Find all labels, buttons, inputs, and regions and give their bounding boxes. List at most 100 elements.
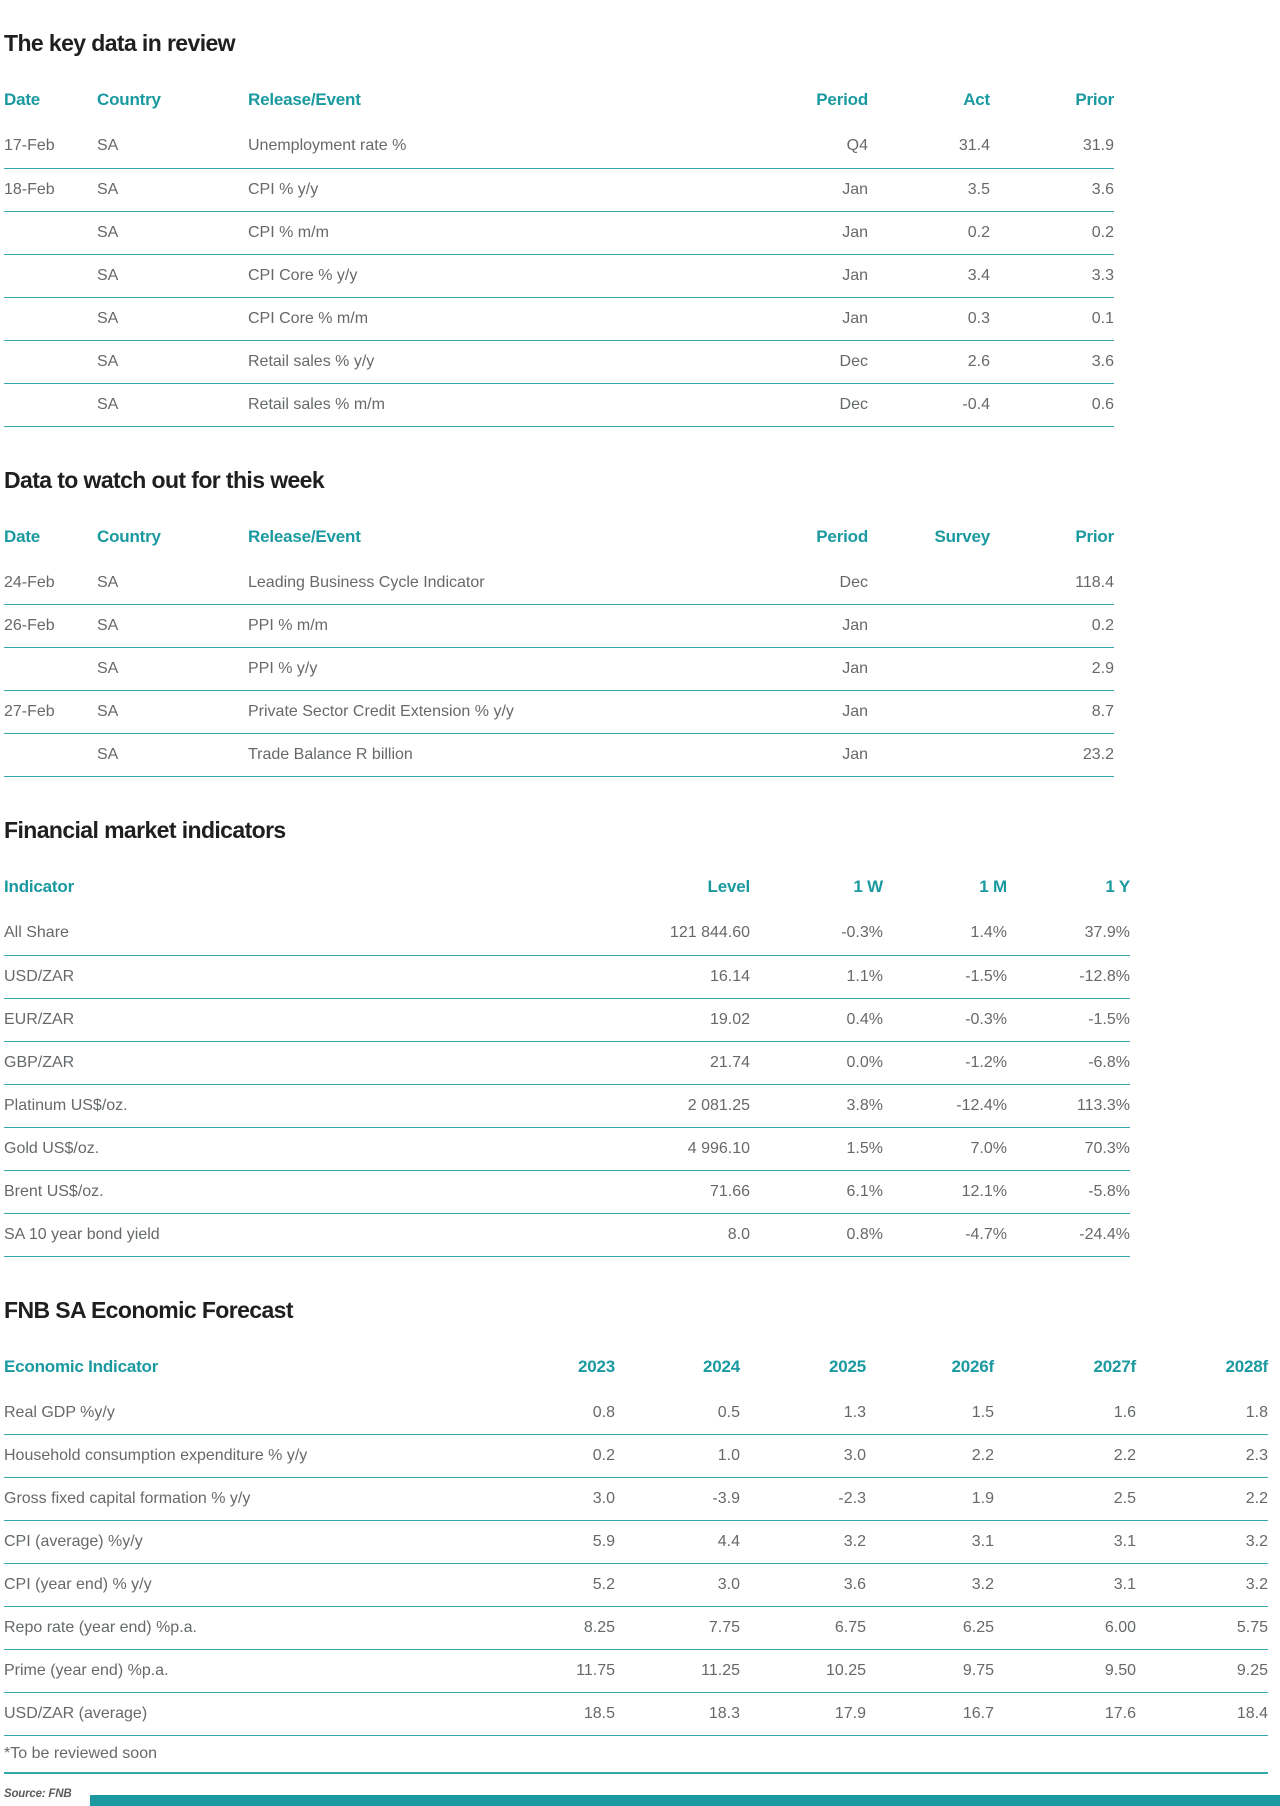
cell: Retail sales % y/y: [248, 340, 753, 384]
cell: 8.25: [484, 1606, 615, 1650]
cell: 2.9: [990, 647, 1114, 691]
table-row: CPI (average) %y/y 5.9 4.4 3.2 3.1 3.1 3.2: [4, 1520, 1268, 1564]
cell: SA: [97, 561, 248, 605]
table-row: Platinum US$/oz. 2 081.25 3.8% -12.4% 113.3%: [4, 1084, 1130, 1128]
cell: [868, 561, 990, 605]
table-body: 17-Feb SA Unemployment rate % Q4 31.4 31.9 18-…: [4, 125, 1114, 427]
cell: 0.2: [990, 211, 1114, 255]
cell: -0.3%: [750, 912, 883, 956]
cell: Private Sector Credit Extension % y/y: [248, 690, 753, 734]
table-row: All Share 121 844.60 -0.3% 1.4% 37.9%: [4, 912, 1130, 956]
cell: 5.2: [484, 1563, 615, 1607]
cell: PPI % m/m: [248, 604, 753, 648]
key-data-section-title: The key data in review: [4, 30, 236, 56]
section-key-data: The key data in review Date Country Releas…: [4, 30, 1280, 427]
table-head: Date Country Release/Event Period Act Prior: [4, 75, 1114, 125]
cell: 2.2: [866, 1434, 994, 1478]
cell: [868, 733, 990, 777]
column-header: Indicator: [4, 877, 74, 896]
footnote-row: *To be reviewed soon: [4, 1735, 1268, 1774]
cell: CPI Core % y/y: [248, 254, 753, 298]
cell: 121 844.60: [590, 912, 750, 956]
forecast-section-title: FNB SA Economic Forecast: [4, 1296, 294, 1323]
cell: 118.4: [990, 561, 1114, 605]
cell: 3.8%: [750, 1084, 883, 1128]
cell: Repo rate (year end) %p.a.: [4, 1606, 484, 1650]
cell: 2.2: [994, 1434, 1136, 1478]
cell: -24.4%: [1007, 1213, 1130, 1257]
cell: SA: [97, 211, 248, 255]
column-header: Period: [816, 90, 868, 109]
header-row: Date Country Release/Event Period Survey Prio…: [4, 512, 1114, 562]
table-row: EUR/ZAR 19.02 0.4% -0.3% -1.5%: [4, 998, 1130, 1042]
cell: SA: [97, 297, 248, 341]
market-indicators-section-title: Financial market indicators: [4, 817, 286, 843]
cell: 3.6: [990, 340, 1114, 384]
cell: 1.5: [866, 1391, 994, 1435]
cell: 0.2: [484, 1434, 615, 1478]
cell: 0.2: [868, 211, 990, 255]
column-header: 1 W: [853, 877, 883, 896]
cell: 6.1%: [750, 1170, 883, 1214]
cell: Jan: [753, 297, 868, 341]
cell: 0.2: [990, 604, 1114, 648]
cell: SA: [97, 604, 248, 648]
cell: Jan: [753, 168, 868, 212]
source-note: Source: FNB: [4, 1787, 72, 1800]
cell: SA: [97, 733, 248, 777]
table-row: 26-Feb SA PPI % m/m Jan 0.2: [4, 604, 1114, 648]
cell: Dec: [753, 383, 868, 427]
cell: 37.9%: [1007, 912, 1130, 956]
cell: Retail sales % m/m: [248, 383, 753, 427]
table-row: Household consumption expenditure % y/y 0…: [4, 1434, 1268, 1478]
column-header: Country: [97, 526, 161, 546]
cell: Leading Business Cycle Indicator: [248, 561, 753, 605]
cell: CPI (year end) % y/y: [4, 1563, 484, 1607]
cell: Household consumption expenditure % y/y: [4, 1434, 484, 1478]
cell: CPI % y/y: [248, 168, 753, 212]
cell: [4, 340, 97, 384]
cell: 2.5: [994, 1477, 1136, 1521]
column-header: Prior: [1075, 526, 1114, 546]
column-header: Economic Indicator: [4, 1356, 159, 1376]
cell: [868, 647, 990, 691]
cell: Brent US$/oz.: [4, 1170, 590, 1214]
cell: 11.25: [615, 1649, 740, 1693]
column-header: Release/Event: [248, 526, 361, 546]
cell: PPI % y/y: [248, 647, 753, 691]
cell: Unemployment rate %: [248, 125, 753, 169]
column-header: 2026f: [951, 1356, 995, 1376]
cell: 3.0: [740, 1434, 866, 1478]
cell: -4.7%: [883, 1213, 1007, 1257]
cell: 0.8: [484, 1391, 615, 1435]
cell: Gold US$/oz.: [4, 1127, 590, 1171]
cell: SA: [97, 647, 248, 691]
cell: 3.1: [866, 1520, 994, 1564]
cell: 6.00: [994, 1606, 1136, 1650]
cell: 17.9: [740, 1692, 866, 1736]
table-body: All Share 121 844.60 -0.3% 1.4% 37.9% USD/ZAR…: [4, 912, 1130, 1257]
table-head: Date Country Release/Event Period Survey Prio…: [4, 512, 1114, 562]
cell: Q4: [753, 125, 868, 169]
cell: 5.9: [484, 1520, 615, 1564]
column-header: Date: [4, 90, 41, 109]
footer-accent-bar: [90, 1795, 1280, 1806]
cell: 3.1: [994, 1563, 1136, 1607]
cell: -6.8%: [1007, 1041, 1130, 1085]
table-body: 24-Feb SA Leading Business Cycle Indicator…: [4, 561, 1114, 777]
column-header: 2025: [828, 1356, 866, 1376]
footnote-cell: *To be reviewed soon: [4, 1735, 1268, 1774]
cell: CPI % m/m: [248, 211, 753, 255]
table-row: Gross fixed capital formation % y/y 3.0 -3…: [4, 1477, 1268, 1521]
cell: 2 081.25: [590, 1084, 750, 1128]
cell: Real GDP %y/y: [4, 1391, 484, 1435]
cell: -1.2%: [883, 1041, 1007, 1085]
section-watch-week: Data to watch out for this week Date Coun…: [4, 467, 1280, 777]
cell: [4, 733, 97, 777]
cell: 5.75: [1136, 1606, 1268, 1650]
table-head: Indicator Level 1 W 1 M 1 Y: [4, 862, 1130, 912]
column-header: Date: [4, 526, 41, 546]
cell: 0.5: [615, 1391, 740, 1435]
table-row: Real GDP %y/y 0.8 0.5 1.3 1.5 1.6 1.8: [4, 1391, 1268, 1435]
